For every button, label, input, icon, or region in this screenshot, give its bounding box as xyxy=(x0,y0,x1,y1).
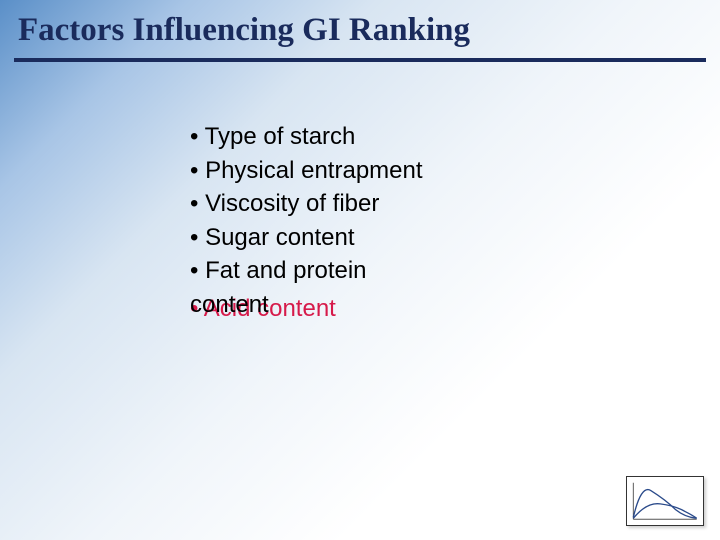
title-underline xyxy=(14,58,706,62)
bullet-mark-icon: • xyxy=(190,157,198,184)
bullet-item-overlap: • Acid content content xyxy=(190,288,550,322)
bullet-text: Fat and protein xyxy=(205,257,366,284)
bullet-text: Type of starch xyxy=(205,123,356,150)
bullet-mark-icon: • xyxy=(190,123,198,150)
bullet-list: • Type of starch • Physical entrapment •… xyxy=(190,120,550,322)
bullet-item: • Fat and protein xyxy=(190,254,550,288)
bullet-text: Sugar content xyxy=(205,224,354,251)
bullet-mark-icon: • xyxy=(190,224,198,251)
bullet-item: • Sugar content xyxy=(190,221,550,255)
bullet-mark-icon: • xyxy=(190,257,198,284)
bullet-text: Viscosity of fiber xyxy=(205,190,379,217)
bullet-text: Physical entrapment xyxy=(205,157,422,184)
bullet-text: content xyxy=(190,288,269,322)
bullet-item: • Type of starch xyxy=(190,120,550,154)
bullet-mark-icon: • xyxy=(190,190,198,217)
slide-title: Factors Influencing GI Ranking xyxy=(18,12,470,49)
bullet-item: • Physical entrapment xyxy=(190,154,550,188)
slide: Factors Influencing GI Ranking • Type of… xyxy=(0,0,720,540)
logo-curve-icon xyxy=(626,476,704,526)
bullet-item: • Viscosity of fiber xyxy=(190,187,550,221)
